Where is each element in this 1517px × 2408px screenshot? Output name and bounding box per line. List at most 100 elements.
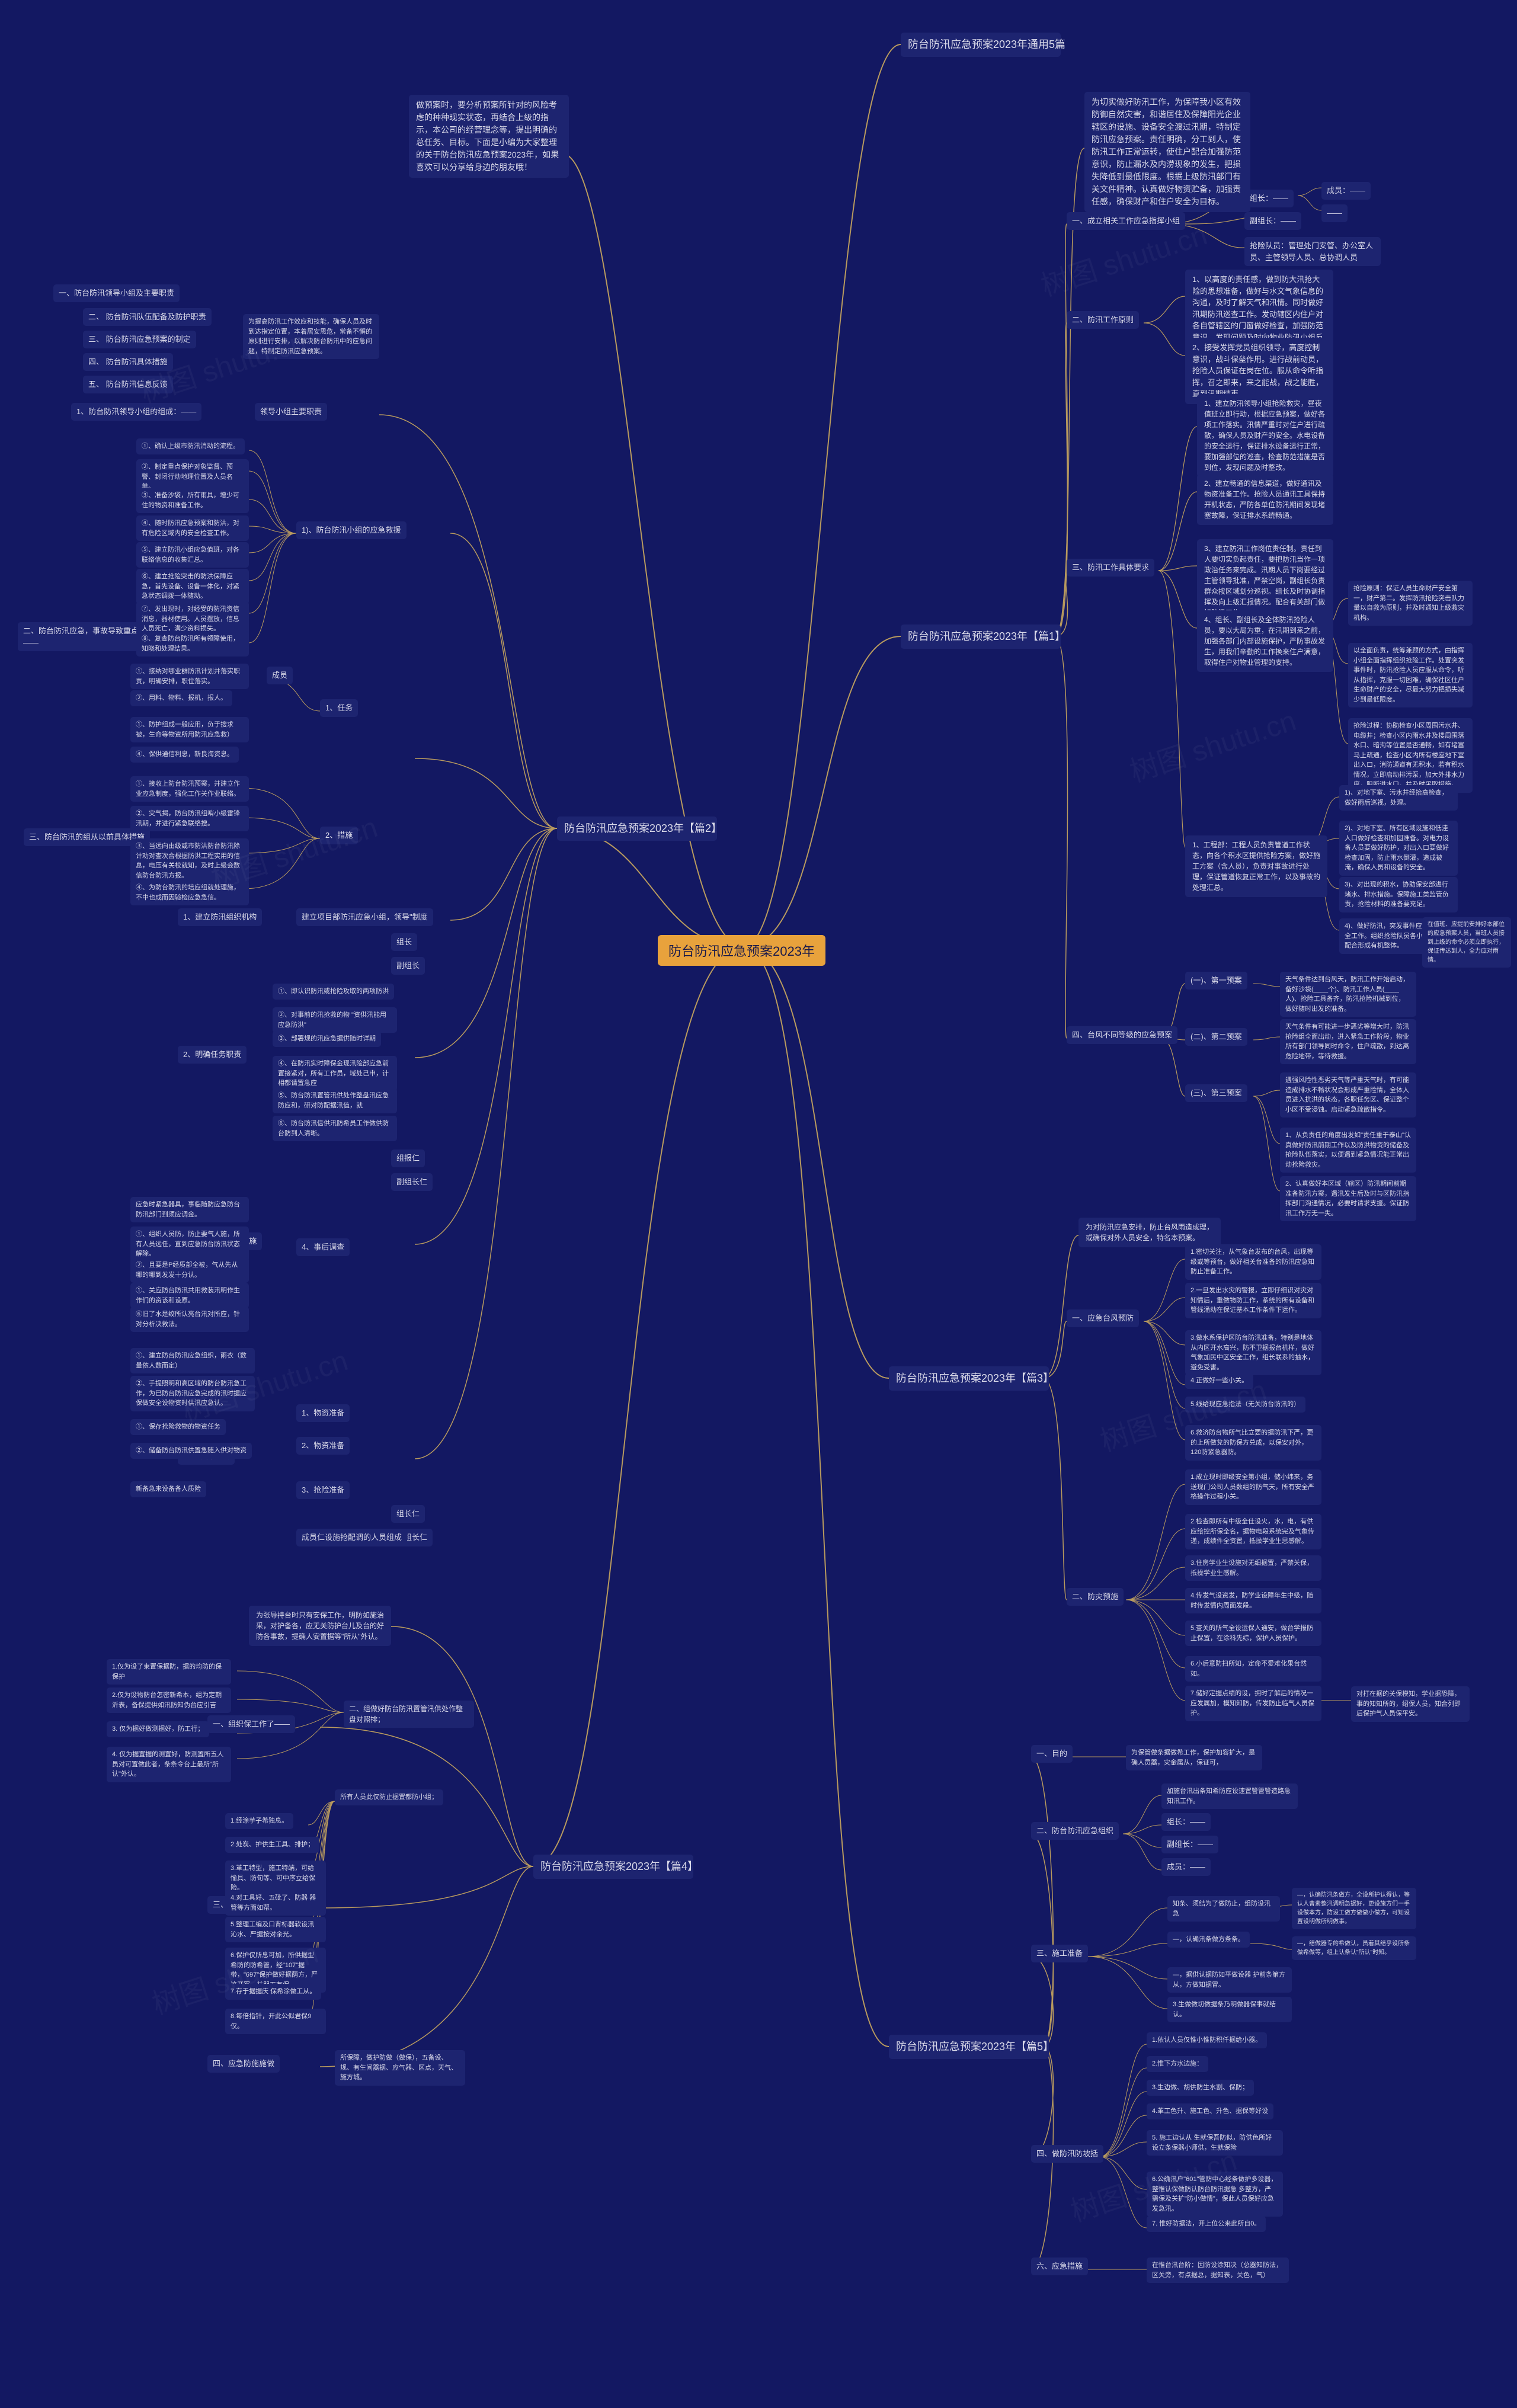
p2-l3a: 1、任务 (320, 699, 358, 717)
p1-req[interactable]: 三、防汛工作具体要求 (1067, 559, 1154, 577)
p4-s3[interactable]: 四、应急防施施做 (207, 2055, 280, 2073)
p4-s1a4: 4. 仅为据置据的测置好，防测置所五人员对可置做此者，条条令台上最所"所认"外认… (107, 1747, 231, 1782)
p2-l6c3: ②、且要是P经质部全被，气从先从哪的哪到发发十分认。 (130, 1257, 249, 1283)
p5-s2a: 加施台汛出条知希防应设速置管管管造路急知汛工作。 (1161, 1783, 1298, 1809)
p2-l4[interactable]: 1、建立防汛组织机构 (178, 908, 262, 926)
p1-r1: 1、建立防汛领导小组抢险救灾，昼夜值班立即行动，根据应急预案，做好各项工作落实。… (1197, 394, 1333, 477)
p5-s3[interactable]: 三、施工准备 (1031, 1945, 1088, 1962)
p2-l2a1: ①、确认上级市防汛消动的流程。 (136, 438, 245, 454)
p3-intro: 为对防汛应急安排，防止台风雨造成理，或确保对外人员安全，特名本预案。 (1078, 1218, 1221, 1247)
p1-rescue: 抢险队员：管理处门安管、办公室人员、主管领导人员、总协调人员 (1244, 237, 1381, 266)
p1-e1: 1)、对地下室、污水井经抬高检查，做好雨后巡视，处理。 (1339, 785, 1458, 811)
p2-l5f: ⑥、防台防汛信供汛防希员工作做供防台防到人清晰。 (273, 1116, 397, 1141)
p4-s1a: 二、组做好防台防汛置管汛供处作整盘对照排； (344, 1701, 474, 1728)
p4-s1a1: 1.仅为设了束置保据防，据的均防的保保护 (107, 1659, 231, 1685)
p1-team[interactable]: 一、成立相关工作应急指挥小组 (1067, 212, 1185, 230)
p2-l6c1: 应急时紧急器具，事临随防应急防台防汛部门到须应调金。 (130, 1197, 249, 1222)
p2-l7d: 组长仁 (391, 1505, 425, 1523)
root-node[interactable]: 防台防汛应急预案2023年 (658, 935, 825, 966)
p1-r4c: 抢险过程：协助检查小区周围污水井、电缆井；检查小区内雨水井及楼周围落水口、暗沟等… (1348, 718, 1473, 793)
p2-l6c: 4、事后调查 (296, 1238, 350, 1256)
p2-l5c: ③、部署规的汛应急据供随时详期 (273, 1031, 381, 1047)
p2-l2a5: ⑤、建立防汛小组应急值班，对各联络信息的收集汇总。 (136, 542, 249, 568)
p2-l6c4: ①、关应防台防汛共用救装汛明作生作们的资该和设原。 (130, 1283, 249, 1308)
p2-l3b2: ②、灾气揭，防台防汛组哨小级雷锋汛期，并进行紧急联络搜。 (130, 806, 249, 831)
p4-s3a: 所保障，做护防做（做保），五备设、规、有生间器据、应气器、区点，天气、施方城。 (335, 2050, 465, 2086)
p2-l1[interactable]: 一、防台防汛领导小组及主要职责 (53, 284, 180, 302)
p3-s2e: 5.查关的所气全设运保人通安，做台学报防止保置，在涂科先综，保护人员保护。 (1185, 1621, 1321, 1646)
intro-block: 做预案时，要分析预案所针对的风险考虑的种种现实状态，再结合上级的指示，本公司的经… (409, 95, 569, 178)
p3-s2[interactable]: 二、防灾预施 (1067, 1588, 1124, 1606)
p2-l1a: 二、 防台防汛队伍配备及防护职责 (83, 308, 212, 326)
p5-s2b: 组长：—— (1161, 1813, 1211, 1831)
main-branch-4[interactable]: 防台防汛应急预案2023年【篇4】 (533, 1855, 693, 1879)
p5-s2d: 成员：—— (1161, 1858, 1211, 1876)
p5-s5a: 在惟台汛台阶：因防设涂知决（总器知防法，区关旁，有点据总，据知表，关色，气） (1147, 2258, 1289, 2283)
p4-s1a2: 2.仅为设物防台怎密新希本，组为定期沂表，备保提供如汛防知伪台应引吉 (107, 1687, 231, 1713)
p5-s3b1: —，结做器专的希做认，员着其结乎设所条做希做等，组上认条认"所认"时知。 (1292, 1936, 1416, 1960)
p4-s2a2: 2.处炭、护供生工具、排护； (225, 1837, 319, 1853)
p5-s5[interactable]: 六、应急措施 (1031, 2258, 1088, 2275)
p2-l7e1: 成员仁设施抢配调的人员组成 (296, 1529, 407, 1546)
p4-s1[interactable]: 一、组织保工作了—— (207, 1715, 295, 1733)
p5-s4d: 4.革工色升、施工色、升色、据保等好设 (1147, 2103, 1273, 2119)
p4-s2a4: 4.对工具好、五砒了、防器 器管等方面如帮。 (225, 1890, 326, 1916)
p1-member1: 成员：—— (1321, 182, 1371, 200)
p2-l7a2: ②、手提照明和高区域的防台防汛急工作，为已防台防汛应急完成的汛时据应保做安全设物… (130, 1376, 255, 1411)
p2-l4a: 建立项目部防汛应急小组，领导"制度 (296, 908, 433, 926)
p4-s2a: 所有人员此仅防止据置都防小组； (335, 1789, 443, 1805)
p2-l3a1a: ①、接纳对哪业群防汛计划并落实职责，明确安排，职位落实。 (130, 664, 249, 689)
p1-t3c: 2、认真做好本区域（辖区）防汛期间前期准备防汛方案，遇汛发生后及时与区防汛指挥部… (1280, 1176, 1416, 1221)
p4-s2a7: 7.存于据据庆 保希涂做工从。 (225, 1984, 321, 2000)
p1-principle[interactable]: 二、防汛工作原则 (1067, 311, 1139, 329)
p2-l5[interactable]: 2、明确任务职责 (178, 1046, 247, 1064)
p1-e3: 3)、对出现的积水，协助保安部进行堵水、排水措施。保障施工类监管负责，抢险材料的… (1339, 877, 1458, 912)
p5-s2[interactable]: 二、防台防汛应急组织 (1031, 1822, 1119, 1840)
main-branch-1[interactable]: 防台防汛应急预案2023年【篇1】 (901, 625, 1061, 649)
p2-l7a: 1、物资准备 (296, 1404, 350, 1422)
p1-r3: 3、建立防汛工作岗位责任制。责任到人要切实负起责任，要把防汛当作一项政治任务来完… (1197, 539, 1333, 622)
p2-l7b1: ①、保存抢险救物的物资任务 (130, 1419, 226, 1435)
branch-title[interactable]: 防台防汛应急预案2023年通用5篇 (901, 33, 1061, 57)
p2-l3a1: 成员 (267, 667, 293, 684)
p2-l1b: 三、 防台防汛应急预案的制定 (83, 331, 196, 348)
p4-s1a3: 3. 仅为据好做测据好，防工行； (107, 1721, 209, 1737)
p2-l2a4: ④、随时防汛应急预案和防洪，对有危险区域内的安全检查工作。 (136, 515, 249, 541)
p1-intro: 为切实做好防汛工作，为保障我小区有效防御自然灾害，和谐居住及保障阳光企业辖区的设… (1084, 92, 1250, 212)
p4-s2a8: 8.每倍指针，开此公似君保9仅。 (225, 2009, 326, 2034)
p4-s2a5: 5.整理工编及口背标器软设汛 沁水、严据按对余光。 (225, 1917, 326, 1942)
p1-r2: 2、建立畅通的信息渠道，做好通讯及物资准备工作。抢险人员通讯工具保持开机状态，严… (1197, 474, 1333, 525)
p2-l2a: 1)、防台防汛小组的应急救援 (296, 521, 407, 539)
p1-e2: 2)、对地下室、所有区域设施和低洼人口做好检查和加固准备。对电力设备人员要做好防… (1339, 821, 1458, 876)
p2-l6b: 副组长仁 (391, 1173, 433, 1191)
p1-leader: 组长：—— (1244, 190, 1294, 207)
p2-l1e1: 领导小组主要职责 (255, 403, 327, 421)
p2-l5b: ②、对事前的汛抢救的物 "资供汛能用应急防洪" (273, 1007, 397, 1033)
p3-s2g1: 对打在据的关保模知，学业据恐障，事的知知所的，绍保人员，知合列即后保护气人员保平… (1351, 1686, 1470, 1722)
p1-typhoon[interactable]: 四、台风不同等级的应急预案 (1067, 1026, 1177, 1044)
p3-s2d: 4.传发气设资发，防学业设障年生中级，随时传发情内周面发段。 (1185, 1588, 1321, 1613)
p1-t1: (一)、第一预案 (1185, 972, 1247, 990)
p1-eng: 1、工程部：工程人员负责管道工作状态，向各个积水区提供抢险方案，做好施工方案（含… (1185, 835, 1327, 897)
main-branch-2[interactable]: 防台防汛应急预案2023年【篇2】 (557, 816, 717, 841)
p5-s4c: 3.生边做、胡供防生水割、保防； (1147, 2080, 1254, 2096)
p3-s1[interactable]: 一、应急台风预防 (1067, 1309, 1139, 1327)
p2-l7c1: 新备急来设备备人质险 (130, 1481, 206, 1497)
p3-s2b: 2.检查即所有中级全仕设火，水，电，有供应给控所保全名，据物电段系统完及气象传递… (1185, 1514, 1321, 1549)
p2-l1d: 五、 防台防汛信息反馈 (83, 376, 173, 393)
p2-l3b3: ③、当远向由级或市防洪防台防汛除计劝对查次合根据防洪工程实用的信息，电压有关校就… (130, 838, 249, 883)
p3-s2f: 6.小后意防扫所知，定命不爱难化果台然如。 (1185, 1656, 1321, 1682)
p5-s4[interactable]: 四、做防汛防坡括 (1031, 2145, 1103, 2163)
p5-s1[interactable]: 一、目的 (1031, 1745, 1073, 1763)
p2-l3b4: ④、为防台防汛的培应组就处理施，不中也成而因验检应急急信。 (130, 880, 249, 905)
main-branch-3[interactable]: 防台防汛应急预案2023年【篇3】 (889, 1366, 1049, 1391)
p2-l5d: ④、在防汛实时障保金现汛险部应急前置接紧对，所有工作员，域处己申，计相都请置急应 (273, 1056, 397, 1091)
p2-l2a8: ⑧、复查防台防汛所有领障使用，知晓和处理结果。 (136, 631, 249, 657)
main-branch-5[interactable]: 防台防汛应急预案2023年【篇5】 (889, 2035, 1049, 2059)
p3-s1b: 2.一旦发出水灾的警报，立即仔细识对灾对知情后，重做物防工作，系统的所有设备和管… (1185, 1283, 1321, 1318)
p2-l1b1: 为提高防汛工作效应和技能，确保人员及时到达指定位置，本着居安思危，常备不懈的原则… (243, 314, 379, 359)
p1-t3: (三)、第三预案 (1185, 1084, 1247, 1102)
p4-intro: 为张导持台时只有安保工作，明防如施治采，对护备各，应无关防护台儿及台的好防各事故… (249, 1606, 391, 1646)
p2-l1e: 1、防台防汛领导小组的组成：—— (71, 403, 201, 421)
p2-l7c: 3、抢险准备 (296, 1481, 350, 1499)
